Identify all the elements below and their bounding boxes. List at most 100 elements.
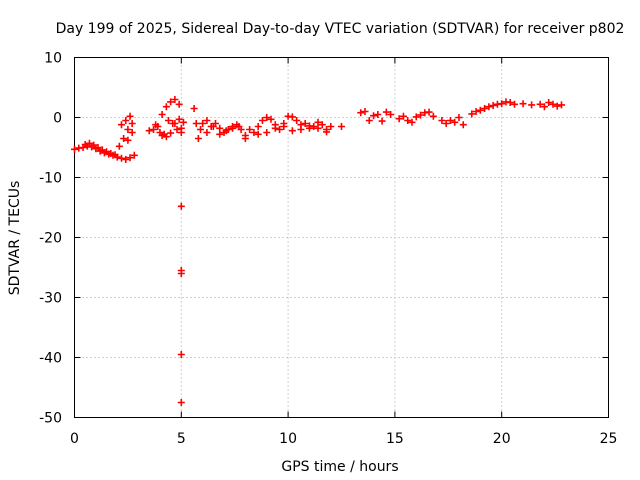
data-point bbox=[158, 132, 166, 139]
data-point bbox=[254, 123, 262, 130]
data-point bbox=[94, 144, 102, 151]
data-point bbox=[150, 126, 158, 133]
data-point bbox=[115, 142, 123, 150]
y-tick-label: -10 bbox=[39, 171, 62, 187]
data-point bbox=[549, 100, 557, 108]
data-point bbox=[107, 150, 115, 157]
data-point bbox=[361, 108, 369, 115]
data-point bbox=[203, 129, 211, 136]
data-point bbox=[167, 129, 175, 137]
data-point bbox=[71, 145, 78, 153]
data-point bbox=[318, 121, 326, 129]
data-point bbox=[404, 117, 412, 124]
data-point bbox=[498, 100, 506, 108]
data-point bbox=[222, 127, 230, 135]
y-tick-label: 0 bbox=[53, 111, 62, 127]
data-point bbox=[216, 130, 224, 138]
data-point bbox=[417, 111, 425, 119]
data-point bbox=[293, 117, 301, 124]
data-point bbox=[177, 399, 185, 406]
data-point bbox=[103, 148, 111, 156]
data-point bbox=[216, 124, 224, 132]
data-point bbox=[122, 117, 130, 124]
y-axis-label: SDTVAR / TECUs bbox=[7, 181, 23, 296]
data-point bbox=[338, 123, 345, 130]
data-point bbox=[263, 114, 271, 121]
data-point bbox=[276, 126, 284, 133]
data-point bbox=[519, 100, 527, 108]
data-point bbox=[395, 115, 403, 123]
data-point bbox=[455, 114, 463, 121]
data-point bbox=[197, 126, 205, 133]
data-point bbox=[412, 113, 420, 121]
data-point bbox=[175, 100, 183, 108]
data-point bbox=[506, 99, 514, 106]
data-point bbox=[468, 110, 476, 118]
data-point bbox=[323, 128, 331, 136]
data-point bbox=[540, 103, 548, 111]
data-point bbox=[111, 151, 119, 159]
data-point bbox=[126, 112, 134, 120]
x-tick-label: 5 bbox=[177, 431, 186, 447]
data-point bbox=[128, 129, 136, 136]
x-tick-label: 0 bbox=[70, 431, 79, 447]
data-point bbox=[382, 108, 390, 116]
data-point bbox=[314, 118, 322, 126]
data-point bbox=[425, 108, 433, 116]
data-point bbox=[485, 103, 493, 111]
data-point bbox=[280, 123, 288, 130]
data-point bbox=[235, 123, 243, 130]
data-point bbox=[162, 103, 170, 111]
data-point bbox=[301, 120, 309, 127]
data-point bbox=[85, 139, 93, 147]
data-point bbox=[164, 117, 172, 124]
data-point bbox=[399, 112, 407, 120]
data-point bbox=[241, 135, 249, 142]
x-tick-label: 25 bbox=[600, 431, 618, 447]
data-point bbox=[408, 118, 416, 126]
data-point bbox=[459, 121, 467, 129]
data-point bbox=[192, 120, 200, 127]
data-point bbox=[511, 100, 519, 108]
data-point bbox=[472, 108, 480, 115]
data-point bbox=[126, 154, 134, 162]
data-point bbox=[90, 141, 98, 149]
y-tick-label: -40 bbox=[39, 351, 62, 367]
data-point bbox=[128, 120, 136, 127]
data-point bbox=[374, 111, 382, 118]
data-point bbox=[177, 124, 185, 132]
data-point bbox=[98, 146, 106, 154]
data-point bbox=[481, 105, 489, 112]
data-point bbox=[177, 351, 185, 358]
data-point bbox=[246, 126, 254, 133]
data-point bbox=[190, 105, 198, 112]
axis-ticks bbox=[74, 57, 609, 418]
data-point bbox=[553, 102, 561, 110]
data-point bbox=[171, 120, 179, 127]
x-tick-label: 20 bbox=[493, 431, 511, 447]
data-point bbox=[357, 109, 365, 117]
data-point bbox=[194, 135, 202, 142]
data-point bbox=[558, 101, 566, 109]
data-point bbox=[438, 117, 446, 124]
data-point bbox=[263, 129, 271, 136]
y-tick-labels: 10 0 -10 -20 -30 -40 -50 bbox=[39, 51, 62, 427]
data-point bbox=[175, 115, 183, 123]
data-point bbox=[199, 120, 207, 127]
data-point bbox=[545, 99, 553, 106]
data-point bbox=[387, 111, 395, 118]
data-point bbox=[81, 141, 89, 148]
data-point bbox=[429, 112, 437, 120]
data-point bbox=[267, 115, 275, 123]
data-point bbox=[124, 136, 132, 144]
y-tick-label: -20 bbox=[39, 231, 62, 247]
data-point bbox=[271, 124, 279, 132]
data-point bbox=[167, 98, 175, 106]
data-point bbox=[442, 120, 450, 127]
data-point bbox=[177, 202, 185, 210]
x-axis-label: GPS time / hours bbox=[281, 459, 398, 475]
data-point bbox=[476, 106, 484, 114]
data-point bbox=[117, 154, 125, 162]
data-point bbox=[209, 123, 217, 130]
